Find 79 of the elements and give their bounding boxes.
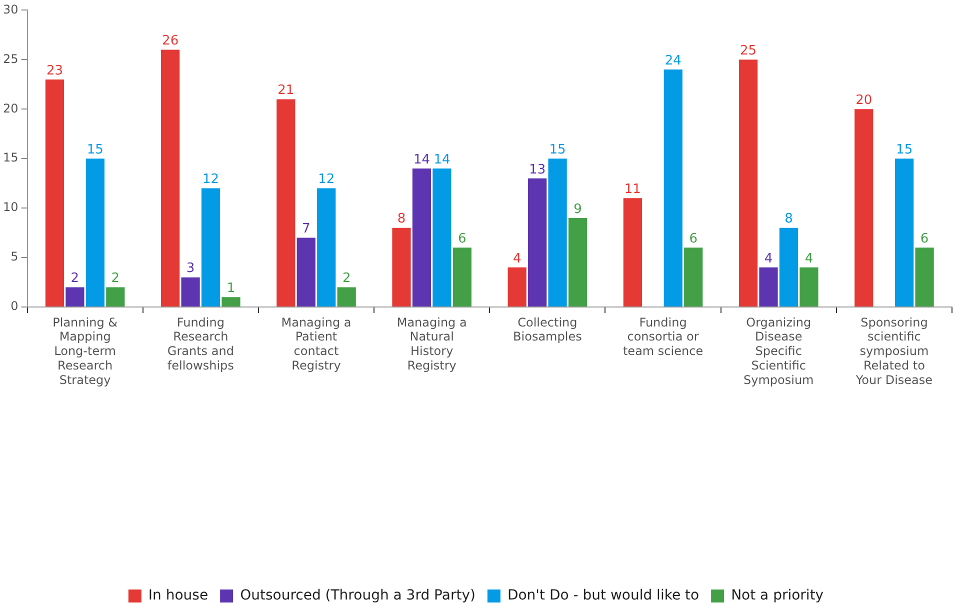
x-tick-label: Managing a Patient contact Registry <box>281 315 352 373</box>
y-tick-label: 10 <box>2 200 18 214</box>
bar <box>222 297 240 306</box>
legend-label: Don't Do - but would like to <box>507 588 700 604</box>
legend-label: In house <box>148 588 208 604</box>
bar <box>779 228 798 306</box>
bar <box>296 238 316 306</box>
bar <box>895 158 914 306</box>
data-label: 23 <box>46 63 63 78</box>
bar <box>664 70 682 306</box>
legend-label: Outsourced (Through a 3rd Party) <box>240 588 476 604</box>
data-label: 9 <box>574 202 582 217</box>
bar <box>106 287 125 306</box>
bar <box>738 60 758 306</box>
data-label: 14 <box>434 152 450 168</box>
bar <box>86 158 104 306</box>
data-label: 11 <box>624 182 641 198</box>
bar <box>548 158 567 306</box>
bar <box>201 188 220 306</box>
bar <box>412 168 432 306</box>
x-tick-label: Funding Research Grants and fellowships <box>167 315 234 373</box>
bar <box>528 178 547 306</box>
x-tick-label: Funding consortia or team science <box>622 315 704 358</box>
data-label: 4 <box>804 251 814 266</box>
x-tick-label: Sponsoring scientific symposium Related to Your Disease <box>854 315 933 387</box>
bar <box>276 99 296 306</box>
data-label: 3 <box>186 261 195 276</box>
data-label: 2 <box>342 271 351 286</box>
data-label: 8 <box>784 212 793 227</box>
data-label: 26 <box>162 34 179 49</box>
data-label: 21 <box>278 83 294 98</box>
bar <box>508 267 526 306</box>
bar <box>392 228 411 306</box>
x-tick-label: Organizing Disease Specific Scientific Symposium <box>743 315 814 387</box>
bar <box>452 248 472 306</box>
data-label: 7 <box>302 222 310 237</box>
x-tick-label: Collecting Biosamples <box>513 315 582 344</box>
bar <box>337 287 356 306</box>
data-label: 12 <box>318 172 335 188</box>
bar <box>684 248 703 306</box>
data-label: 2 <box>111 271 120 286</box>
data-label: 12 <box>202 172 220 188</box>
data-label: 6 <box>689 232 698 247</box>
bar <box>317 188 336 306</box>
y-tick-label: 15 <box>2 150 18 165</box>
bar <box>800 267 818 306</box>
data-label: 8 <box>397 212 406 227</box>
bar <box>66 287 84 306</box>
y-tick-label: 0 <box>10 299 18 314</box>
data-label: 15 <box>86 142 104 158</box>
data-label: 24 <box>664 53 682 68</box>
y-tick-label: 5 <box>10 250 18 264</box>
bar <box>432 168 452 306</box>
bar <box>759 267 778 306</box>
y-tick-label: 30 <box>2 2 18 16</box>
bar <box>623 198 642 306</box>
x-tick-label: Managing a Natural History Registry <box>396 315 467 373</box>
y-tick-label: 25 <box>2 52 18 66</box>
bar <box>568 218 588 306</box>
y-tick-label: 20 <box>2 101 18 116</box>
data-label: 4 <box>764 251 773 266</box>
legend-label: Not a priority <box>731 588 824 604</box>
data-label: 15 <box>896 142 913 158</box>
bar <box>45 79 64 306</box>
bar <box>854 109 874 306</box>
data-label: 14 <box>413 152 430 168</box>
data-label: 6 <box>458 232 466 247</box>
data-label: 6 <box>920 232 929 247</box>
data-label: 1 <box>226 280 236 296</box>
data-label: 15 <box>549 142 566 158</box>
data-label: 13 <box>529 162 546 178</box>
bar <box>181 277 200 306</box>
x-tick-label: Planning & Mapping Long-term Research Strategy <box>52 315 118 387</box>
data-label: 20 <box>856 93 872 108</box>
data-label: 4 <box>512 251 522 266</box>
bar <box>161 50 180 306</box>
data-label: 25 <box>740 44 757 59</box>
bar <box>915 248 934 306</box>
data-label: 2 <box>70 271 80 286</box>
